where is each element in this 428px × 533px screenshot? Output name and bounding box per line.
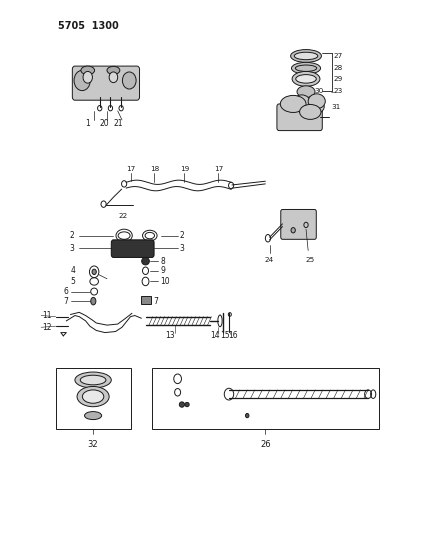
- FancyBboxPatch shape: [111, 240, 154, 257]
- FancyBboxPatch shape: [281, 209, 316, 239]
- Text: 12: 12: [42, 323, 51, 332]
- Ellipse shape: [75, 372, 111, 388]
- Ellipse shape: [246, 414, 249, 418]
- Text: 17: 17: [214, 166, 223, 173]
- Ellipse shape: [300, 104, 321, 119]
- FancyBboxPatch shape: [277, 104, 322, 131]
- Ellipse shape: [293, 95, 310, 110]
- Text: 23: 23: [334, 87, 343, 94]
- Text: 29: 29: [334, 76, 343, 82]
- Text: 22: 22: [119, 213, 128, 219]
- Text: 19: 19: [180, 166, 189, 173]
- Text: 7: 7: [153, 297, 158, 305]
- Text: 3: 3: [69, 244, 74, 253]
- Ellipse shape: [81, 66, 95, 75]
- Ellipse shape: [80, 375, 106, 385]
- Ellipse shape: [122, 72, 136, 89]
- Ellipse shape: [92, 269, 96, 274]
- Ellipse shape: [82, 390, 104, 403]
- Ellipse shape: [179, 402, 184, 407]
- Ellipse shape: [280, 95, 306, 112]
- Text: 7: 7: [63, 297, 68, 305]
- Text: 20: 20: [99, 119, 109, 128]
- Text: 26: 26: [260, 440, 270, 449]
- Ellipse shape: [109, 72, 118, 83]
- Ellipse shape: [294, 52, 318, 60]
- Ellipse shape: [84, 411, 102, 419]
- Text: 8: 8: [160, 257, 165, 265]
- Bar: [152, 368, 379, 429]
- Text: 25: 25: [305, 257, 315, 263]
- Ellipse shape: [308, 94, 325, 109]
- Ellipse shape: [296, 75, 316, 83]
- Text: 27: 27: [334, 53, 343, 59]
- Ellipse shape: [107, 66, 120, 74]
- Text: 24: 24: [265, 257, 274, 263]
- Ellipse shape: [297, 86, 315, 98]
- Text: 2: 2: [69, 231, 74, 240]
- Text: 11: 11: [42, 311, 51, 320]
- Text: 17: 17: [126, 166, 136, 173]
- Text: 14: 14: [210, 332, 219, 340]
- Text: 28: 28: [334, 64, 343, 71]
- Text: 4: 4: [71, 266, 75, 275]
- Text: 18: 18: [150, 166, 159, 173]
- Ellipse shape: [291, 228, 295, 233]
- Text: 3: 3: [180, 244, 184, 253]
- Ellipse shape: [77, 386, 109, 407]
- Bar: [141, 296, 151, 304]
- Text: 1: 1: [86, 119, 90, 128]
- Text: 15: 15: [220, 332, 230, 340]
- Ellipse shape: [83, 71, 92, 83]
- Text: 13: 13: [165, 332, 174, 340]
- Text: 5: 5: [71, 277, 75, 286]
- Ellipse shape: [74, 70, 90, 91]
- Text: 2: 2: [180, 231, 184, 240]
- Text: 10: 10: [160, 277, 169, 286]
- Ellipse shape: [185, 402, 189, 407]
- Bar: [56, 368, 131, 429]
- Ellipse shape: [291, 62, 321, 74]
- Text: 31: 31: [332, 103, 341, 110]
- Text: 6: 6: [63, 287, 68, 296]
- Text: 9: 9: [160, 266, 165, 275]
- Text: 32: 32: [88, 440, 98, 449]
- Text: 5705  1300: 5705 1300: [58, 21, 119, 31]
- Text: 21: 21: [113, 119, 123, 128]
- Ellipse shape: [296, 98, 324, 115]
- Text: 30: 30: [315, 87, 324, 94]
- Ellipse shape: [292, 71, 320, 86]
- FancyBboxPatch shape: [72, 66, 140, 100]
- Ellipse shape: [291, 50, 321, 62]
- Ellipse shape: [142, 257, 149, 265]
- Text: 16: 16: [228, 332, 238, 340]
- Ellipse shape: [91, 297, 96, 305]
